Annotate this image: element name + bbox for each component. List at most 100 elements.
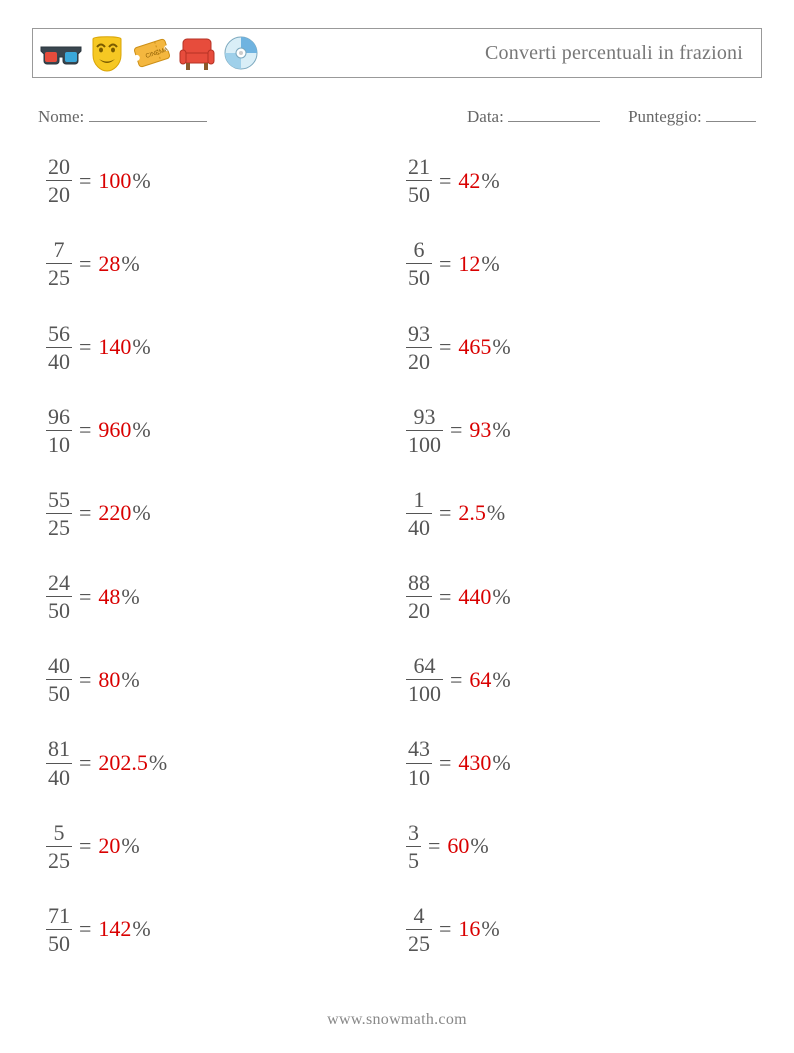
- equals-sign: =: [79, 251, 91, 277]
- equals-sign: =: [450, 667, 462, 693]
- icons-strip: CINEMA: [39, 33, 261, 73]
- numerator: 93: [406, 322, 432, 345]
- percent-sign: %: [492, 417, 510, 443]
- percent-sign: %: [492, 584, 510, 610]
- answer-value: 2.5: [458, 500, 486, 526]
- fraction: 5525: [46, 488, 72, 539]
- chair-icon: [177, 33, 217, 73]
- numerator: 43: [406, 737, 432, 760]
- problem: 8820=440%: [406, 571, 756, 622]
- equals-sign: =: [439, 500, 451, 526]
- problem: 9610=960%: [46, 405, 396, 456]
- denominator: 10: [46, 433, 72, 456]
- answer-value: 16: [458, 916, 480, 942]
- problem: 725=28%: [46, 238, 396, 289]
- problem: 4050=80%: [46, 654, 396, 705]
- denominator: 100: [406, 682, 443, 705]
- denominator: 20: [406, 599, 432, 622]
- numerator: 4: [412, 904, 427, 927]
- equals-sign: =: [79, 417, 91, 443]
- equals-sign: =: [79, 168, 91, 194]
- percent-sign: %: [121, 584, 139, 610]
- answer-value: 440: [458, 584, 491, 610]
- problem: 35=60%: [406, 821, 756, 872]
- percent-sign: %: [481, 251, 499, 277]
- percent-sign: %: [132, 916, 150, 942]
- fraction: 650: [406, 238, 432, 289]
- info-row: Nome: Data: Punteggio:: [38, 106, 756, 127]
- date-blank[interactable]: [508, 106, 600, 122]
- answer-value: 48: [98, 584, 120, 610]
- score-blank[interactable]: [706, 106, 756, 122]
- fraction-bar: [406, 679, 443, 680]
- answer-value: 960: [98, 417, 131, 443]
- fraction-bar: [46, 513, 72, 514]
- equals-sign: =: [79, 750, 91, 776]
- denominator: 40: [46, 350, 72, 373]
- problems-grid: 2020=100%2150=42%725=28%650=12%5640=140%…: [32, 155, 762, 955]
- numerator: 88: [406, 571, 432, 594]
- equals-sign: =: [79, 916, 91, 942]
- fraction: 425: [406, 904, 432, 955]
- mask-icon: [87, 33, 127, 73]
- problem: 93100=93%: [406, 405, 756, 456]
- answer-value: 60: [447, 833, 469, 859]
- problem: 2150=42%: [406, 155, 756, 206]
- fraction: 7150: [46, 904, 72, 955]
- fraction-bar: [46, 763, 72, 764]
- fraction: 4050: [46, 654, 72, 705]
- numerator: 93: [412, 405, 438, 428]
- ticket-icon: CINEMA: [131, 33, 173, 73]
- numerator: 56: [46, 322, 72, 345]
- percent-sign: %: [481, 916, 499, 942]
- name-blank[interactable]: [89, 106, 207, 122]
- numerator: 1: [412, 488, 427, 511]
- problem: 140=2.5%: [406, 488, 756, 539]
- problem: 64100=64%: [406, 654, 756, 705]
- fraction: 725: [46, 238, 72, 289]
- fraction: 9610: [46, 405, 72, 456]
- answer-value: 140: [98, 334, 131, 360]
- answer-value: 42: [458, 168, 480, 194]
- equals-sign: =: [439, 750, 451, 776]
- fraction-bar: [406, 596, 432, 597]
- problem: 650=12%: [406, 238, 756, 289]
- denominator: 5: [406, 849, 421, 872]
- denominator: 25: [406, 932, 432, 955]
- answer-value: 465: [458, 334, 491, 360]
- answer-value: 28: [98, 251, 120, 277]
- percent-sign: %: [487, 500, 505, 526]
- problem: 525=20%: [46, 821, 396, 872]
- problem: 7150=142%: [46, 904, 396, 955]
- numerator: 6: [412, 238, 427, 261]
- problem: 5525=220%: [46, 488, 396, 539]
- fraction-bar: [46, 430, 72, 431]
- numerator: 20: [46, 155, 72, 178]
- denominator: 25: [46, 516, 72, 539]
- name-field: Nome:: [38, 106, 467, 127]
- answer-value: 93: [469, 417, 491, 443]
- equals-sign: =: [79, 667, 91, 693]
- numerator: 24: [46, 571, 72, 594]
- numerator: 71: [46, 904, 72, 927]
- worksheet-title: Converti percentuali in frazioni: [485, 42, 743, 65]
- answer-value: 80: [98, 667, 120, 693]
- problem: 9320=465%: [406, 322, 756, 373]
- fraction-bar: [46, 679, 72, 680]
- equals-sign: =: [79, 833, 91, 859]
- answer-value: 12: [458, 251, 480, 277]
- percent-sign: %: [492, 667, 510, 693]
- equals-sign: =: [439, 916, 451, 942]
- fraction-bar: [46, 596, 72, 597]
- equals-sign: =: [79, 334, 91, 360]
- problem: 8140=202.5%: [46, 737, 396, 788]
- percent-sign: %: [132, 500, 150, 526]
- fraction-bar: [46, 263, 72, 264]
- header-box: CINEMA Converti percentuali in fra: [32, 28, 762, 78]
- denominator: 40: [46, 766, 72, 789]
- fraction-bar: [46, 347, 72, 348]
- fraction: 35: [406, 821, 421, 872]
- denominator: 25: [46, 849, 72, 872]
- fraction-bar: [406, 763, 432, 764]
- numerator: 81: [46, 737, 72, 760]
